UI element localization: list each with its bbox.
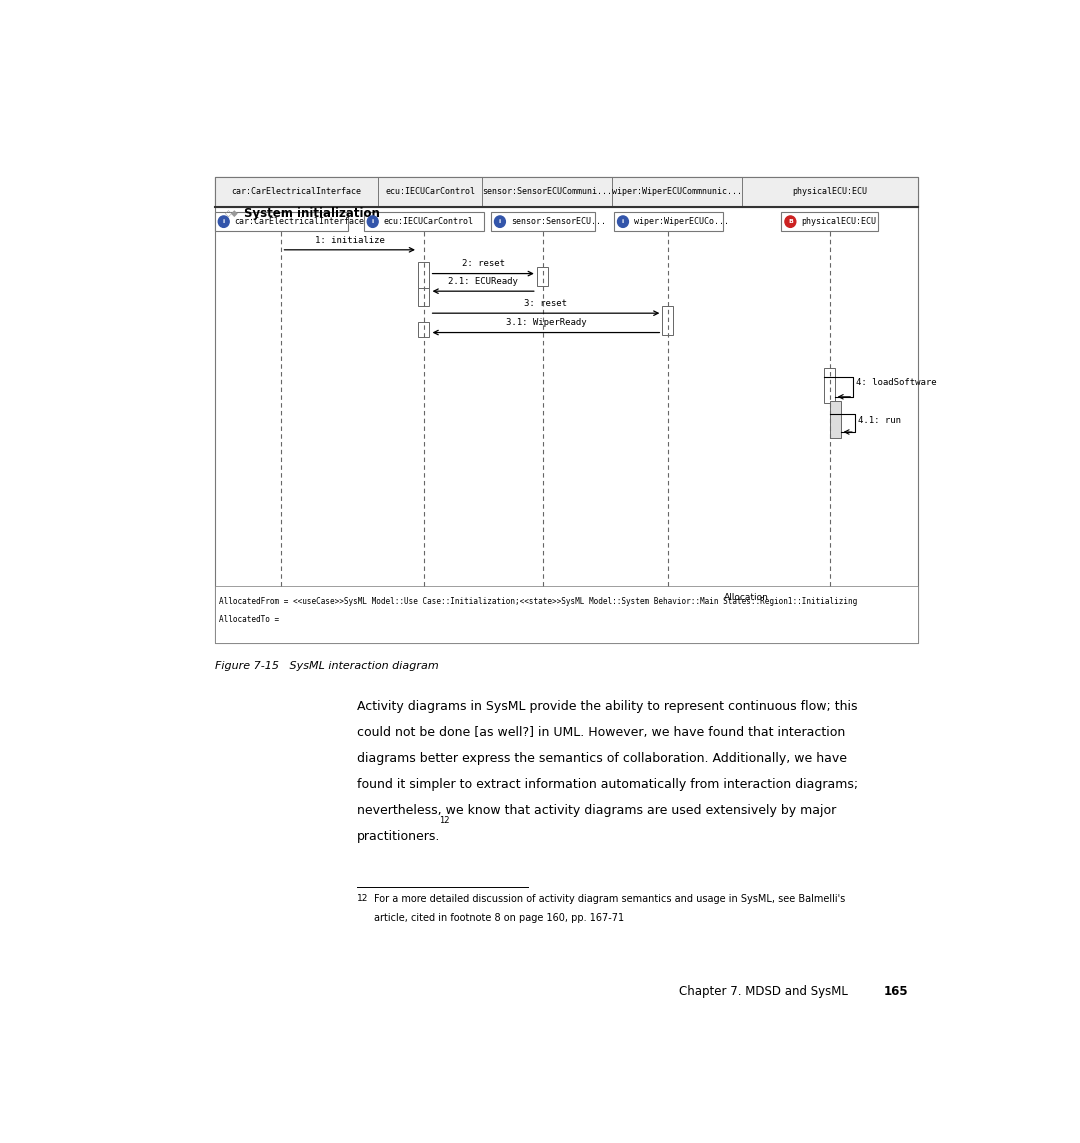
Text: B: B [788,219,793,224]
Bar [537,266,548,286]
Text: sensor:SensorECUCommuni...: sensor:SensorECUCommuni... [483,187,612,197]
Text: physicalECU:ECU: physicalECU:ECU [793,187,867,197]
Text: i: i [372,219,374,224]
Text: 4.1: run: 4.1: run [859,416,901,425]
Text: Figure 7-15   SysML interaction diagram: Figure 7-15 SysML interaction diagram [215,661,438,671]
Text: 1: initialize: 1: initialize [314,235,384,245]
Circle shape [218,216,229,227]
Circle shape [495,216,505,227]
Bar [490,211,594,231]
Text: physicalECU:ECU: physicalECU:ECU [801,217,876,226]
Text: sensor:SensorECU...: sensor:SensorECU... [511,217,606,226]
Text: i: i [622,219,624,224]
Bar [215,177,918,207]
Bar [215,211,349,231]
Text: AllocatedTo =: AllocatedTo = [218,615,279,624]
Bar [418,262,429,288]
Text: car:CarElectricalInterface: car:CarElectricalInterface [231,187,361,197]
Text: diagrams better express the semantics of collaboration. Additionally, we have: diagrams better express the semantics of… [356,752,847,766]
Text: ecu:IECUCarControl: ecu:IECUCarControl [383,217,474,226]
Circle shape [785,216,796,227]
Text: ecu:IECUCarControl: ecu:IECUCarControl [386,187,475,197]
Text: AllocatedFrom = <<useCase>>SysML Model::Use Case::Initialization;<<state>>SysML : AllocatedFrom = <<useCase>>SysML Model::… [218,598,856,606]
Text: 2.1: ECUReady: 2.1: ECUReady [448,277,518,286]
Text: For a more detailed discussion of activity diagram semantics and usage in SysML,: For a more detailed discussion of activi… [374,894,845,904]
Text: found it simpler to extract information automatically from interaction diagrams;: found it simpler to extract information … [356,778,858,791]
Bar [364,211,484,231]
Text: 12: 12 [438,816,449,825]
Bar [613,211,723,231]
Text: Allocation: Allocation [724,593,769,602]
Text: wiper:WiperECUCo...: wiper:WiperECUCo... [634,217,729,226]
Bar [215,586,918,644]
Text: could not be done [as well?] in UML. However, we have found that interaction: could not be done [as well?] in UML. How… [356,727,845,740]
Text: article, cited in footnote 8 on page 160, pp. 167-71: article, cited in footnote 8 on page 160… [374,913,623,924]
Text: 2: reset: 2: reset [461,259,504,269]
Text: wiper:WiperECUCommnunic...: wiper:WiperECUCommnunic... [612,187,742,197]
Bar [824,368,835,403]
Bar [418,322,429,337]
Text: car:CarElectricalInterface: car:CarElectricalInterface [234,217,365,226]
Text: i: i [499,219,501,224]
Text: 3.1: WiperReady: 3.1: WiperReady [505,318,586,327]
Bar [418,288,429,306]
Text: 165: 165 [885,985,908,998]
Bar [215,177,918,644]
Text: 4: loadSoftware: 4: loadSoftware [856,378,937,387]
Text: Chapter 7. MDSD and SysML: Chapter 7. MDSD and SysML [679,985,848,998]
Text: practitioners.: practitioners. [356,830,441,844]
Bar [829,401,840,438]
Text: Activity diagrams in SysML provide the ability to represent continuous flow; thi: Activity diagrams in SysML provide the a… [356,701,858,713]
Text: 12: 12 [356,894,368,903]
Text: ◇◆: ◇◆ [226,209,239,218]
Circle shape [618,216,629,227]
Text: i: i [222,219,225,224]
Circle shape [367,216,378,227]
Text: System initialization: System initialization [244,207,380,221]
Bar [662,306,673,335]
Text: 3: reset: 3: reset [525,299,567,307]
Text: nevertheless, we know that activity diagrams are used extensively by major: nevertheless, we know that activity diag… [356,805,836,817]
Bar [781,211,878,231]
